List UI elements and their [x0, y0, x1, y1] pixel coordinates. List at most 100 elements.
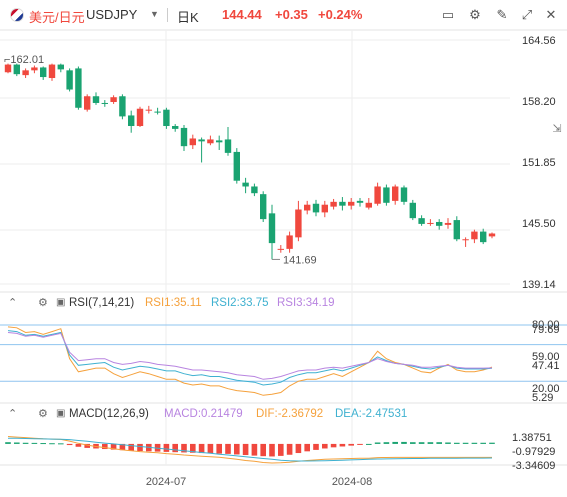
candle-body — [418, 218, 425, 224]
draw-tool-icon[interactable]: ✎ — [496, 7, 508, 22]
candle-body — [163, 109, 170, 127]
candle-body — [84, 96, 91, 110]
macd-histogram-bar — [58, 443, 64, 445]
macd-histogram-bar — [242, 443, 249, 456]
macd-histogram-bar — [295, 443, 302, 454]
rsi-series-line — [7, 330, 493, 386]
indicator-settings-gear-icon[interactable]: ⚙ — [38, 297, 48, 309]
chevron-down-icon[interactable]: ▼ — [150, 9, 159, 19]
candle-body — [356, 200, 364, 203]
rsi2-value: RSI2:33.75 — [211, 297, 269, 309]
macd-series-line — [7, 436, 492, 464]
divider — [167, 8, 168, 22]
candle-body — [286, 235, 293, 249]
price-change: +0.35 — [275, 7, 308, 22]
macd-histogram-bar — [181, 443, 187, 453]
macd-histogram-bar — [198, 443, 205, 454]
indicator-settings-gear-icon[interactable]: ⚙ — [38, 408, 48, 420]
low-annotation: 141.69 — [283, 254, 317, 266]
macd-histogram-bar — [102, 443, 108, 450]
macd-histogram-bar — [322, 443, 328, 449]
last-price: 144.44 — [222, 7, 262, 22]
collapse-panel-icon[interactable]: ⇲ — [552, 123, 562, 135]
macd-histogram-bar — [462, 442, 469, 444]
macd-histogram-bar — [207, 443, 214, 454]
macd-histogram-bar — [66, 443, 73, 446]
hide-indicator-icon[interactable]: ⌃ — [8, 297, 18, 309]
candle-body — [154, 111, 161, 113]
period-selector[interactable]: 日K — [177, 10, 199, 25]
macd-histogram-bar — [313, 443, 319, 450]
symbol-selector[interactable]: USDJPY — [86, 7, 138, 22]
hide-indicator-icon[interactable]: ⌃ — [8, 408, 18, 420]
candle-body — [295, 209, 302, 238]
expand-icon[interactable]: ⤢ — [521, 7, 533, 22]
macd-histogram-bar — [22, 442, 29, 444]
macd-histogram-bar — [5, 442, 11, 444]
candle-body — [233, 151, 240, 181]
rsi-title: RSI(7,14,21) — [69, 297, 135, 309]
macd-axis-tick: -3.34609 — [512, 460, 555, 472]
macd-histogram-bar — [445, 442, 451, 444]
macd-histogram-bar — [418, 442, 425, 444]
macd-histogram-bar — [75, 443, 82, 447]
price-change-percent: +0.24% — [318, 7, 363, 22]
candle-body — [48, 64, 56, 79]
macd-histogram-bar — [383, 442, 390, 444]
macd-histogram-bar — [251, 443, 258, 456]
candle-body — [224, 139, 232, 153]
candle-body — [453, 220, 460, 240]
macd-histogram-bar — [436, 442, 442, 444]
candle-body — [92, 96, 100, 103]
candle-body — [145, 109, 152, 111]
candle-body — [427, 222, 434, 224]
dif-value: DIF:-2.36792 — [256, 408, 324, 420]
macd-histogram-bar — [137, 443, 143, 452]
macd-histogram-bar — [234, 443, 240, 455]
candle-body — [110, 97, 117, 103]
indicator-settings-icon[interactable]: ⚙ — [469, 7, 481, 22]
candle-body — [189, 138, 196, 146]
candle-body — [207, 139, 214, 144]
macd-histogram-bar — [401, 441, 407, 444]
macd-histogram-bar — [304, 443, 310, 452]
candle-body — [57, 64, 64, 70]
rsi-series-line — [7, 332, 493, 380]
candle-body — [22, 70, 29, 76]
candle-body — [348, 201, 355, 206]
macd-histogram-bar — [366, 443, 372, 445]
macd-histogram-bar — [278, 443, 284, 456]
macd-histogram-bar — [357, 443, 363, 445]
candle-body — [488, 233, 496, 237]
candle-body — [312, 203, 320, 213]
rsi-axis-tick: 59.00 — [532, 351, 560, 363]
candle-body — [480, 231, 487, 243]
macd-histogram-bar — [260, 443, 266, 457]
candle-body — [31, 67, 38, 71]
rsi1-value: RSI1:35.11 — [145, 297, 202, 309]
rsi-axis-tick: 20.00 — [532, 383, 560, 395]
macd-histogram-bar — [14, 442, 20, 444]
macd-title: MACD(12,26,9) — [69, 408, 149, 420]
close-icon[interactable]: ✕ — [545, 7, 557, 22]
candle-body — [66, 70, 73, 90]
chart-type-icon[interactable]: ▭ — [441, 7, 455, 22]
macd-histogram-bar — [31, 442, 38, 444]
macd-histogram-bar — [190, 443, 196, 453]
macd-histogram-bar — [427, 442, 434, 444]
rsi-axis-tick: 79.69 — [532, 324, 560, 336]
candle-body — [75, 68, 82, 108]
macd-histogram-bar — [110, 443, 117, 450]
candle-body — [277, 248, 284, 250]
macd-histogram-bar — [163, 443, 170, 452]
candle-body — [365, 202, 372, 208]
candle-body — [101, 102, 108, 104]
price-axis-tick: 139.14 — [522, 279, 556, 291]
macd-histogram-bar — [119, 443, 126, 451]
indicator-box-icon: ▣ — [56, 297, 66, 308]
candle-body — [216, 140, 223, 143]
chart-header: 美元/日元 USDJPY ▼ 日K 144.44 +0.35 +0.24% ▭ … — [0, 0, 567, 30]
candle-body — [180, 127, 188, 147]
date-axis-tick: 2024-08 — [332, 476, 372, 488]
